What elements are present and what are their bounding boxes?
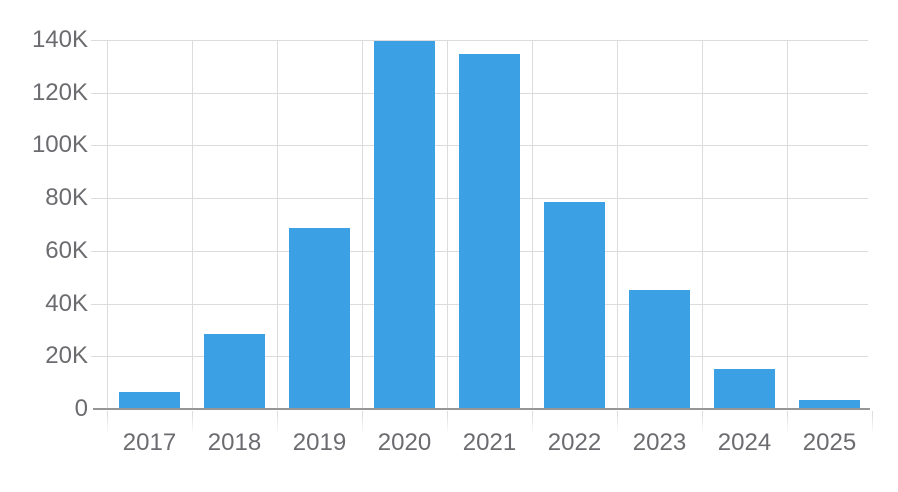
x-gridline bbox=[107, 40, 108, 409]
x-axis-tick-label: 2023 bbox=[632, 429, 687, 456]
x-axis-tick-label: 2018 bbox=[207, 429, 262, 456]
y-axis-tick-label: 120K bbox=[31, 79, 88, 106]
x-axis-tick-label: 2025 bbox=[802, 429, 857, 456]
x-axis-tick-label: 2022 bbox=[547, 429, 602, 456]
y-axis-tick-label: 0 bbox=[74, 395, 88, 422]
bar-2020 bbox=[374, 41, 435, 409]
x-axis-tick bbox=[702, 411, 703, 435]
x-axis-tick-label: 2019 bbox=[292, 429, 347, 456]
x-axis-tick-label: 2024 bbox=[717, 429, 772, 456]
bar-2024 bbox=[714, 369, 775, 409]
bar-2022 bbox=[544, 202, 605, 409]
y-axis-tick-label: 80K bbox=[45, 184, 88, 211]
x-axis-tick bbox=[872, 411, 873, 435]
y-axis-tick-label: 20K bbox=[45, 342, 88, 369]
x-axis-tick bbox=[532, 411, 533, 435]
y-axis-tick-label: 140K bbox=[31, 26, 88, 53]
x-axis-tick-label: 2020 bbox=[377, 429, 432, 456]
bar-2025 bbox=[799, 400, 860, 409]
x-gridline bbox=[277, 40, 278, 409]
bar-2019 bbox=[289, 228, 350, 409]
x-axis-tick-label: 2021 bbox=[462, 429, 517, 456]
y-axis-tick-label: 60K bbox=[45, 237, 88, 264]
x-gridline bbox=[532, 40, 533, 409]
bar-2018 bbox=[204, 334, 265, 409]
bar-2017 bbox=[119, 392, 180, 409]
y-gridline bbox=[91, 40, 868, 41]
bar-2023 bbox=[629, 290, 690, 409]
x-axis-tick bbox=[362, 411, 363, 435]
x-gridline bbox=[787, 40, 788, 409]
x-axis-tick bbox=[617, 411, 618, 435]
x-gridline bbox=[702, 40, 703, 409]
x-gridline bbox=[192, 40, 193, 409]
x-axis-tick bbox=[277, 411, 278, 435]
x-axis-tick bbox=[447, 411, 448, 435]
y-axis-tick-label: 40K bbox=[45, 290, 88, 317]
bar-2021 bbox=[459, 54, 520, 409]
x-axis-tick bbox=[192, 411, 193, 435]
x-axis-line bbox=[93, 408, 870, 410]
y-axis-tick-label: 100K bbox=[31, 131, 88, 158]
x-axis-tick bbox=[107, 411, 108, 435]
x-axis-tick-label: 2017 bbox=[122, 429, 177, 456]
x-gridline bbox=[617, 40, 618, 409]
x-axis-tick bbox=[787, 411, 788, 435]
x-gridline bbox=[362, 40, 363, 409]
x-gridline bbox=[447, 40, 448, 409]
